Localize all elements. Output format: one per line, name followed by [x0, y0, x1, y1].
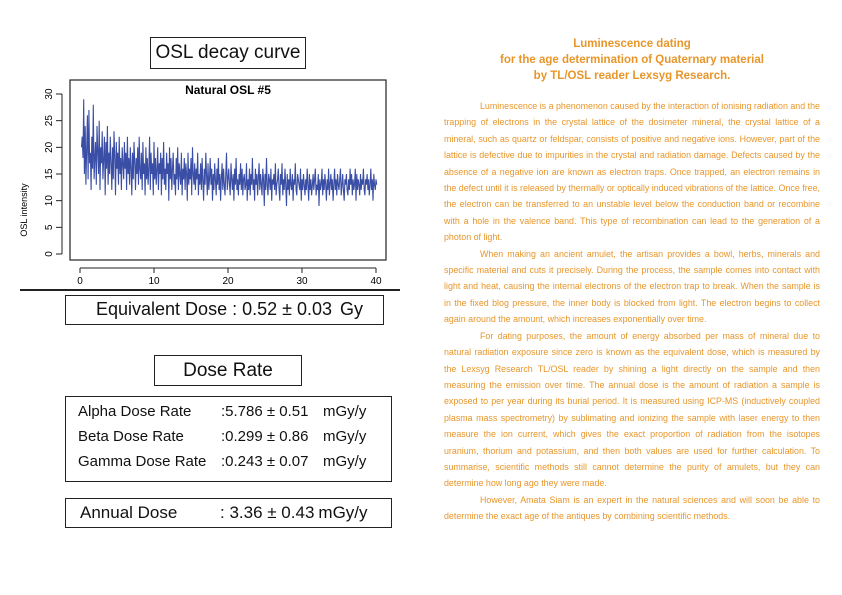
dose-rate-value: :0.243 ± 0.07 [221, 453, 309, 470]
y-axis-label: OSL intensity [19, 183, 29, 237]
article-paragraph: When making an ancient amulet, the artis… [444, 248, 820, 325]
x-tick-label: 30 [296, 276, 308, 287]
heading-line: for the age determination of Quaternary … [500, 54, 764, 66]
dose-rate-unit: mGy/y [323, 428, 367, 445]
x-tick-label: 20 [222, 276, 234, 287]
heading-line: by TL/OSL reader Lexsyg Research. [533, 70, 731, 82]
x-tick-label: 40 [370, 276, 382, 287]
article-body: Luminescence is a phenomenon caused by t… [444, 98, 820, 525]
y-tick-label: 0 [44, 251, 55, 257]
y-tick-label: 30 [44, 88, 55, 100]
dose-rate-title-box: Dose Rate [154, 355, 302, 386]
article-heading: Luminescence dating for the age determin… [470, 36, 794, 84]
dose-rate-value: :0.299 ± 0.86 [221, 428, 309, 445]
dose-rates-box: Alpha Dose Rate :5.786 ± 0.51 mGy/y Beta Do… [65, 396, 392, 482]
equivalent-dose-box: Equivalent Dose : 0.52 ± 0.03 Gy [65, 295, 384, 325]
dose-rate-label: Gamma Dose Rate [78, 453, 207, 470]
annual-dose-box: Annual Dose : 3.36 ± 0.43 mGy/y [65, 498, 392, 528]
dose-rate-unit: mGy/y [323, 453, 367, 470]
annual-dose-unit: mGy/y [318, 503, 368, 522]
y-tick-label: 25 [44, 115, 55, 127]
y-axis: 0 5 10 15 20 25 30 [44, 88, 63, 257]
y-tick-label: 15 [44, 168, 55, 180]
annual-dose-label: Annual Dose [80, 503, 178, 522]
dose-rate-unit: mGy/y [323, 403, 367, 420]
decay-curve-title-box: OSL decay curve [150, 37, 306, 69]
plot-frame [69, 79, 387, 261]
dose-rate-value: :5.786 ± 0.51 [221, 403, 309, 420]
x-axis: 0 10 20 30 40 [77, 267, 382, 287]
osl-decay-chart: Natural OSL #5 0 5 10 15 20 25 30 0 10 20 30 40 OS… [19, 79, 387, 287]
annual-dose-value: : 3.36 ± 0.43 [220, 503, 315, 522]
osl-series-line [80, 99, 378, 207]
y-tick-label: 5 [44, 224, 55, 230]
article-paragraph: Luminescence is a phenomenon caused by t… [444, 101, 820, 243]
article-paragraph: However, Amata Siam is an expert in the … [444, 494, 820, 522]
article-paragraph: For dating purposes, the amount of energ… [444, 330, 820, 489]
dose-rate-title: Dose Rate [183, 359, 273, 381]
equivalent-dose-value: : 0.52 ± 0.03 [232, 299, 333, 319]
y-tick-label: 20 [44, 141, 55, 153]
dose-rate-label: Beta Dose Rate [78, 428, 184, 445]
dose-rate-label: Alpha Dose Rate [78, 403, 192, 420]
y-tick-label: 10 [44, 195, 55, 207]
section-divider [20, 289, 400, 291]
heading-line: Luminescence dating [573, 38, 691, 50]
x-tick-label: 0 [77, 276, 83, 287]
equivalent-dose-unit: Gy [340, 299, 364, 319]
decay-curve-title: OSL decay curve [155, 42, 301, 63]
equivalent-dose-label: Equivalent Dose [96, 299, 228, 319]
x-tick-label: 10 [148, 276, 160, 287]
chart-title: Natural OSL #5 [185, 83, 271, 97]
